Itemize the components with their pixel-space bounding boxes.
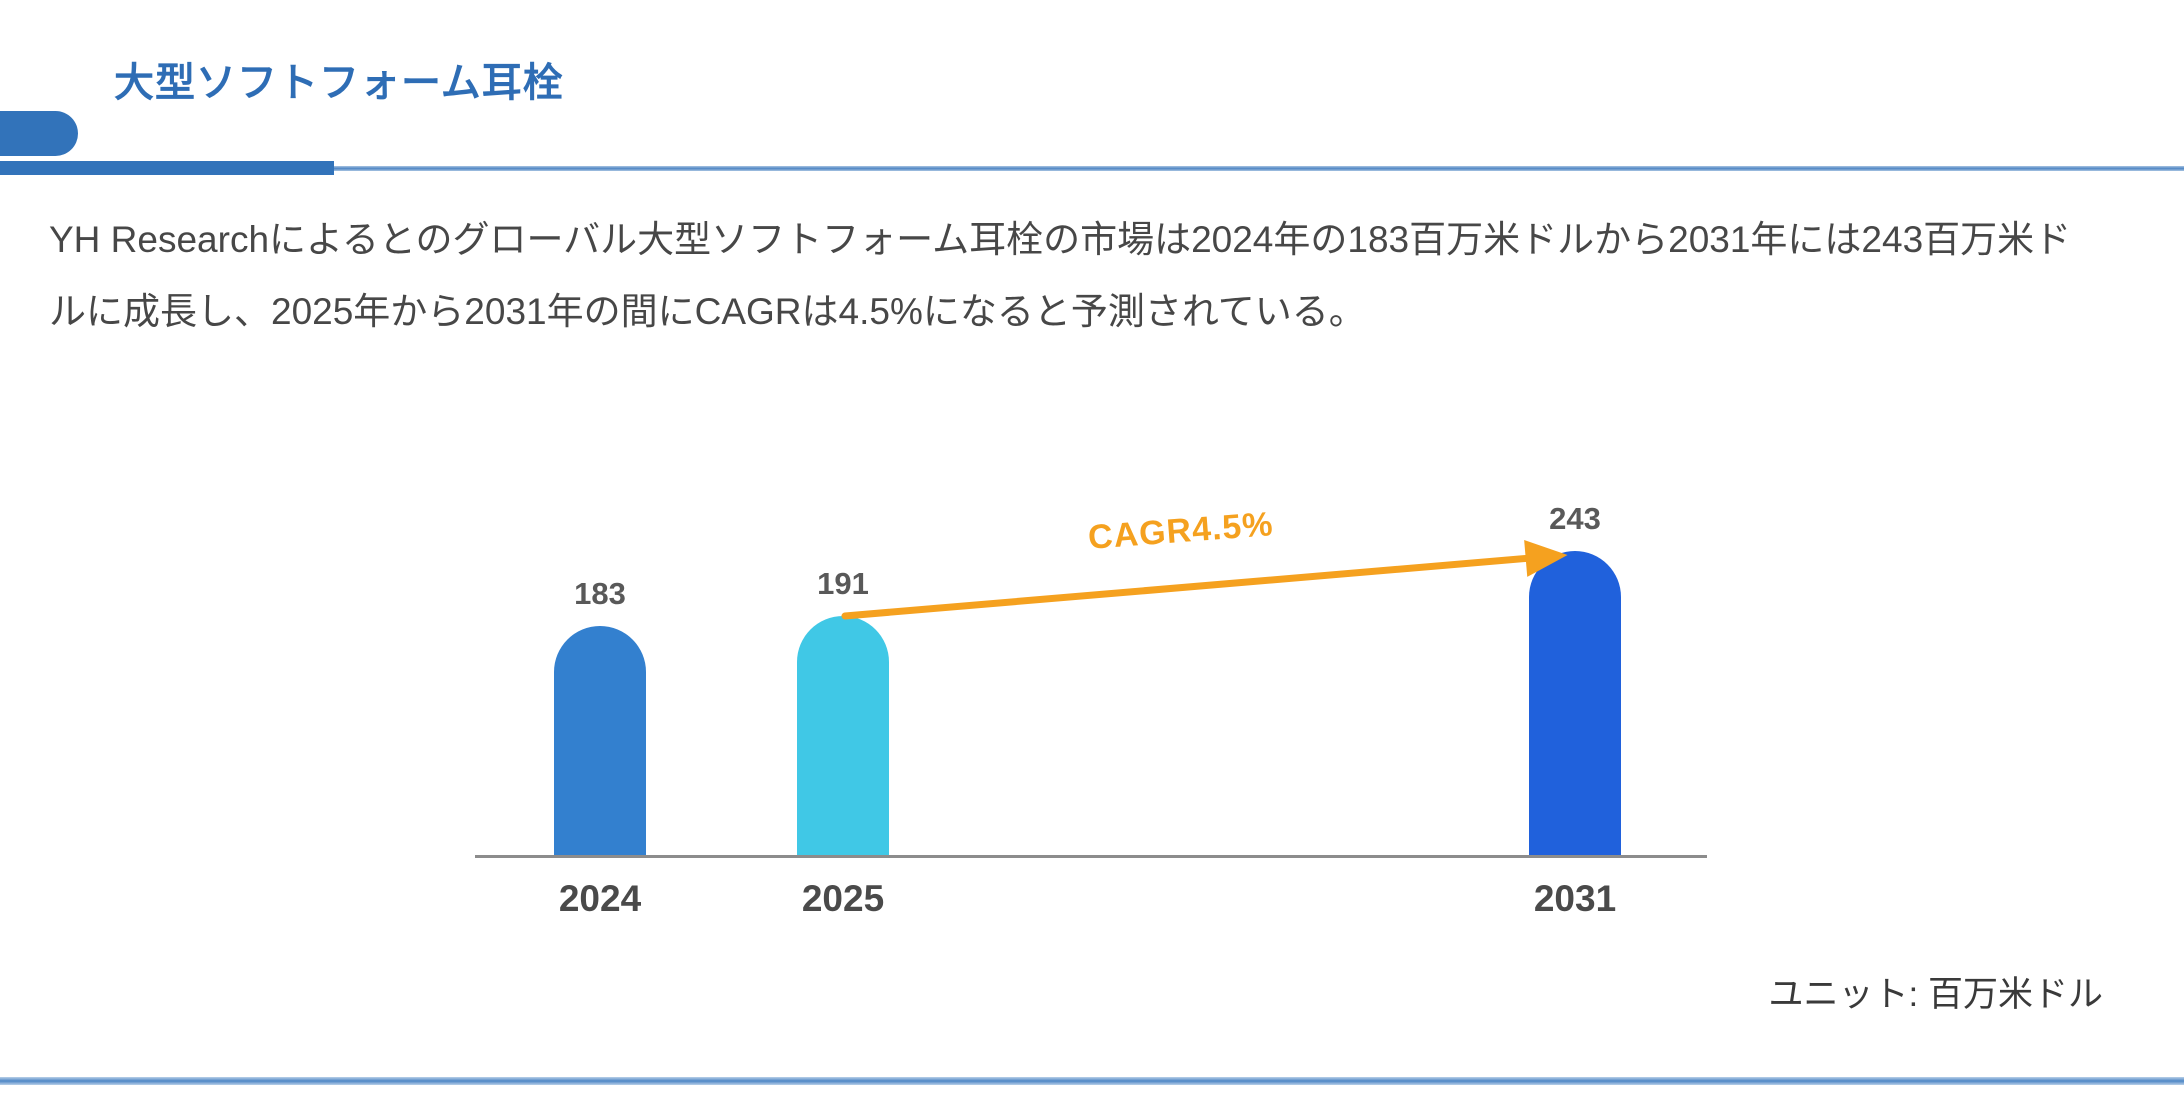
summary-line-1: YH Researchによるとのグローバル大型ソフトフォーム耳栓の市場は2024… bbox=[49, 219, 2072, 260]
bar-2031: 243 2031 bbox=[1529, 501, 1621, 919]
market-summary-paragraph: YH Researchによるとのグローバル大型ソフトフォーム耳栓の市場は2024… bbox=[49, 204, 2129, 348]
header-decoration-bar bbox=[0, 161, 334, 175]
bar-value-label-2024: 183 bbox=[574, 576, 626, 611]
x-axis-line bbox=[475, 855, 1707, 858]
header-decoration-line bbox=[334, 166, 2184, 171]
bottom-divider-line bbox=[0, 1077, 2184, 1085]
bar-2025: 191 2025 bbox=[797, 566, 889, 919]
bar-2024: 183 2024 bbox=[554, 576, 646, 919]
cagr-arrow-line bbox=[841, 540, 1568, 620]
bar-value-label-2025: 191 bbox=[817, 566, 869, 601]
bar-category-label-2025: 2025 bbox=[801, 878, 885, 919]
unit-note: ユニット: 百万米ドル bbox=[1768, 975, 2103, 1014]
header-decoration-pill bbox=[0, 111, 78, 156]
bar-category-label-2024: 2024 bbox=[558, 878, 642, 919]
bar-category-label-2031: 2031 bbox=[1533, 878, 1617, 919]
bar-value-label-2031: 243 bbox=[1549, 501, 1601, 536]
cagr-arrow bbox=[841, 540, 1568, 620]
page-title: 大型ソフトフォーム耳栓 bbox=[114, 61, 564, 105]
summary-line-2: ルに成長し、2025年から2031年の間にCAGRは4.5%になると予測されてい… bbox=[49, 291, 1366, 332]
